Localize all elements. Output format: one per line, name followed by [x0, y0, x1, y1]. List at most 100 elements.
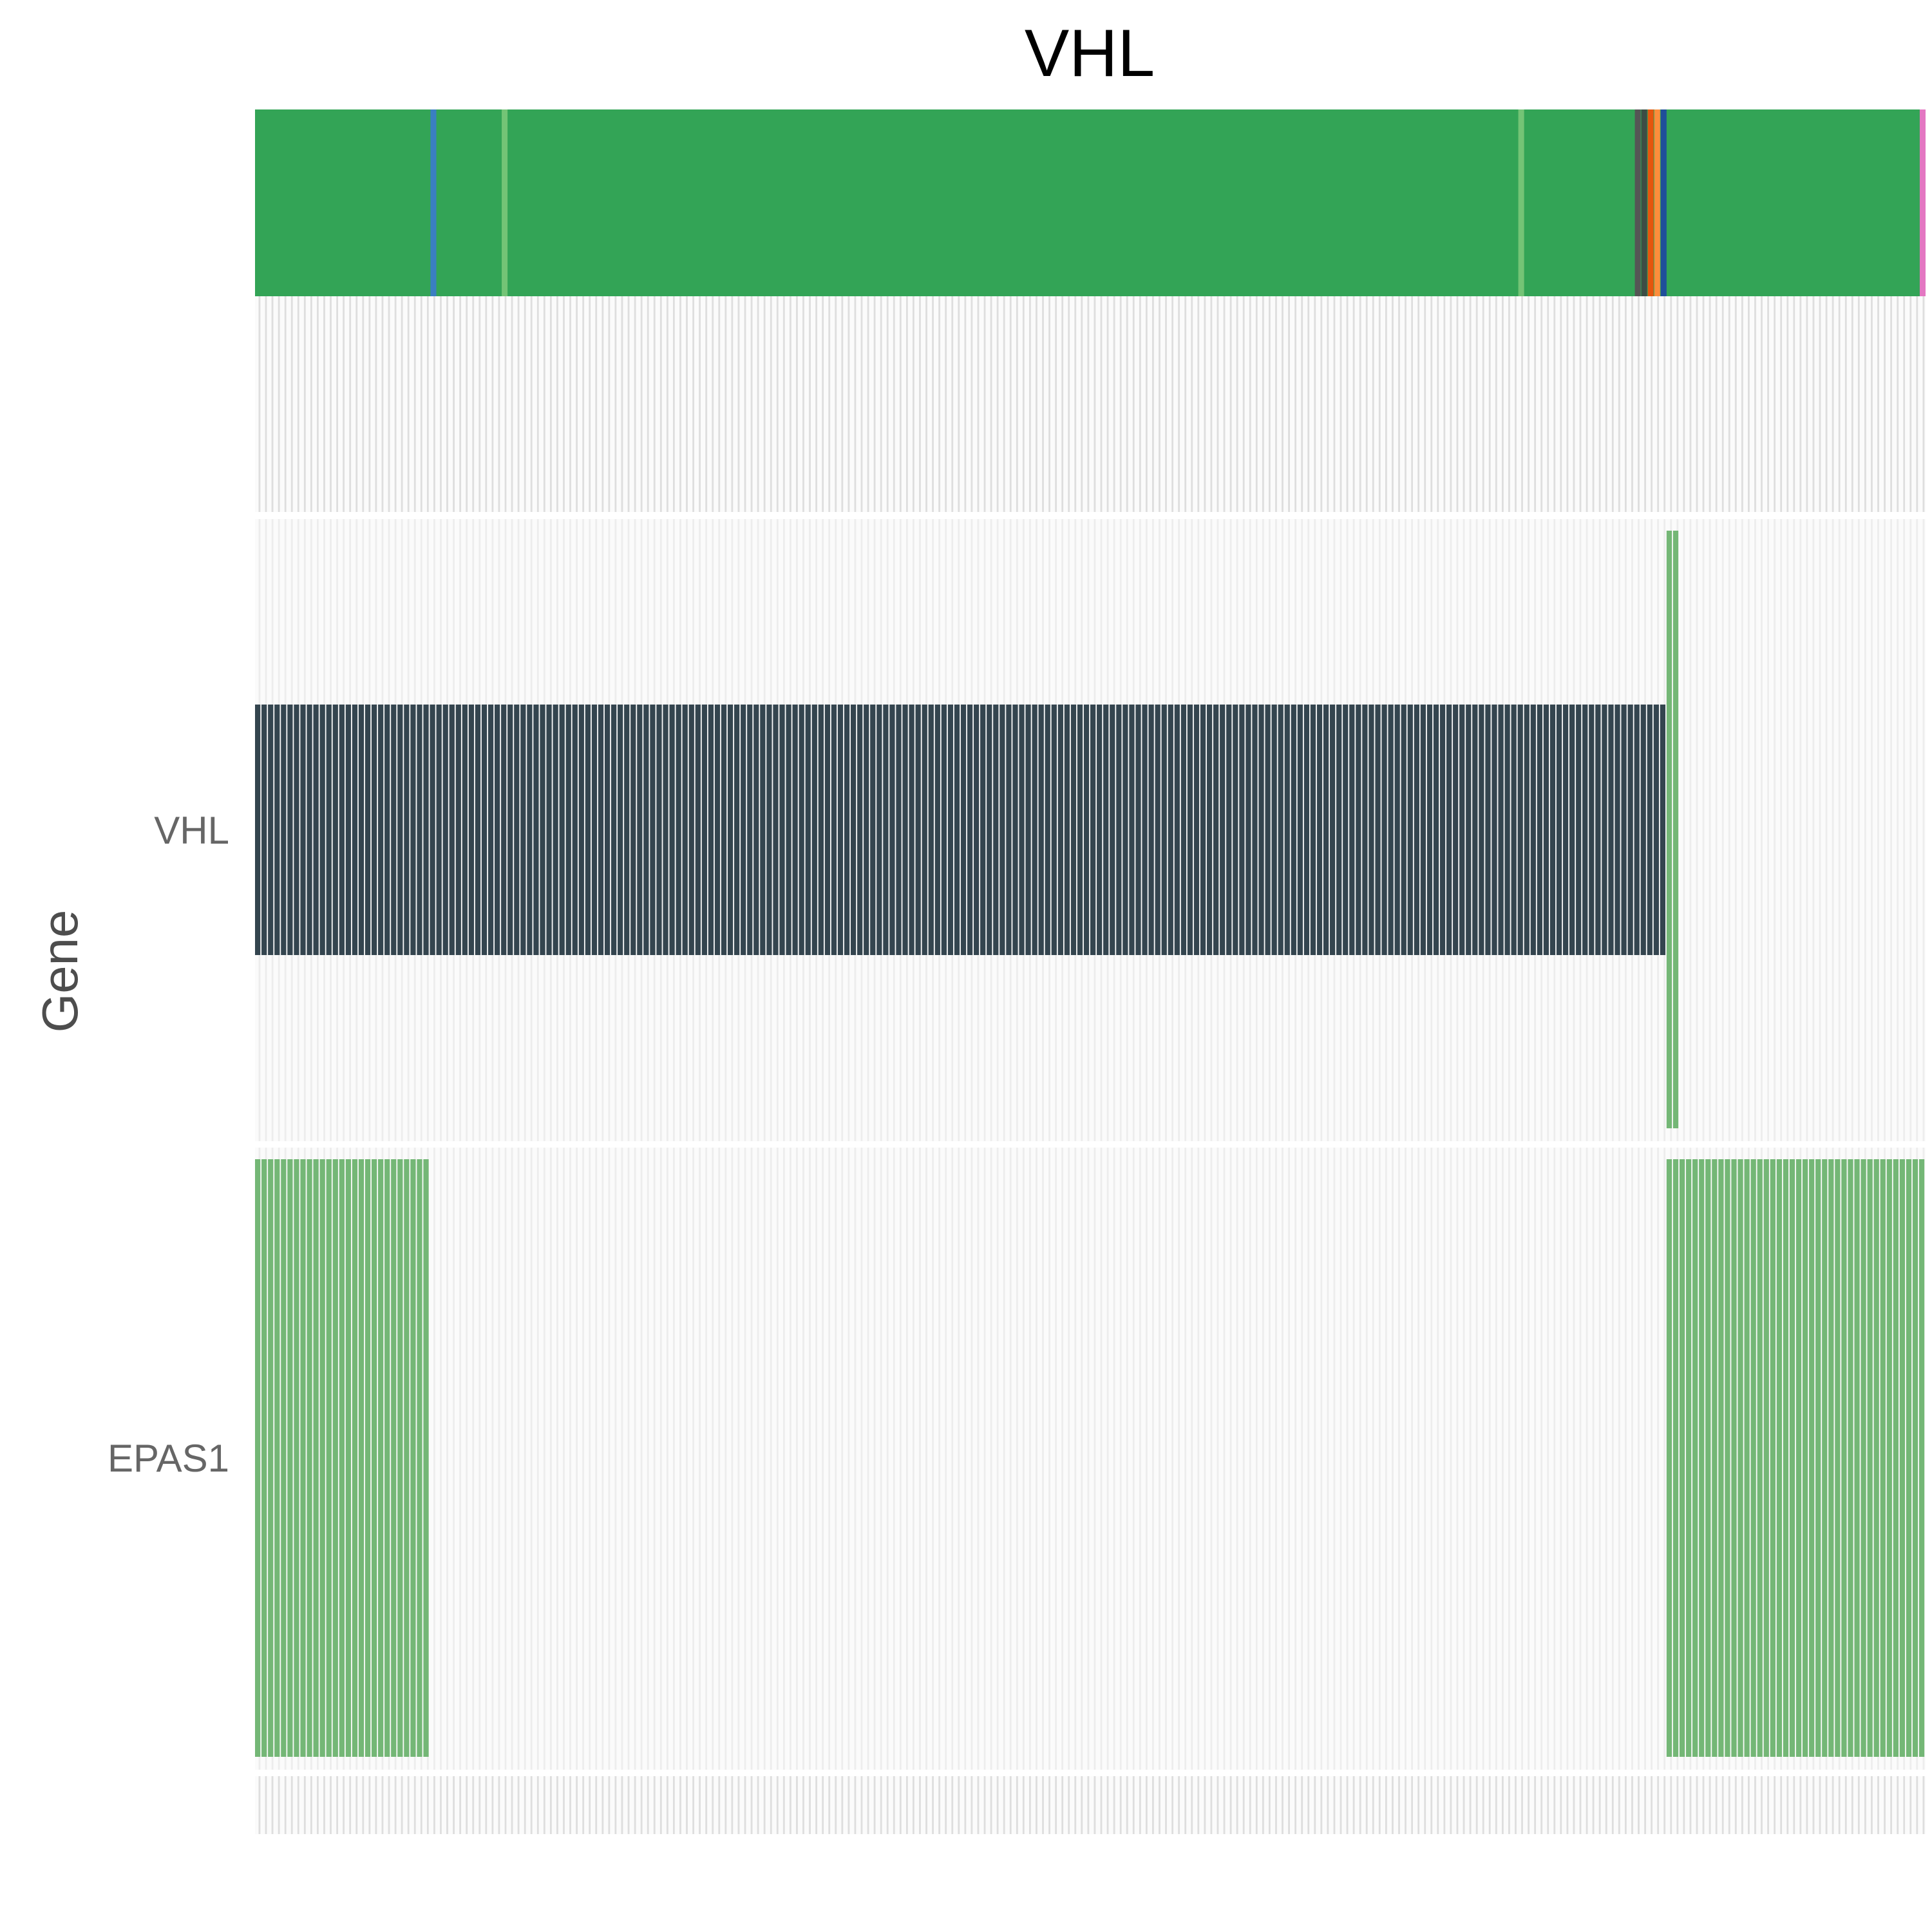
sample-gridline [1113, 296, 1115, 512]
alteration-cell-vhl [591, 705, 598, 955]
sample-gridline [1314, 1148, 1316, 1770]
alteration-cell-vhl [475, 705, 481, 955]
sample-gridline [1793, 1776, 1795, 1834]
alteration-cell-epas1 [300, 1159, 306, 1757]
alteration-cell-vhl [909, 705, 914, 955]
sample-gridline [1734, 519, 1737, 1141]
sample-gridline [1553, 1148, 1556, 1770]
sample-gridline [867, 1148, 869, 1770]
sample-gridline [815, 1148, 818, 1770]
sample-gridline [1223, 296, 1226, 512]
sample-gridline [699, 1776, 701, 1834]
sample-gridline [1676, 1776, 1679, 1834]
alteration-cell-epas1 [1861, 1159, 1866, 1757]
grid-band-bottom [255, 1776, 1926, 1834]
sample-gridline [1204, 296, 1206, 512]
sample-gridline [1003, 296, 1005, 512]
sample-gridline [1786, 296, 1789, 512]
sample-gridline [983, 1776, 986, 1834]
sample-gridline [802, 1776, 804, 1834]
sample-gridline [498, 1148, 500, 1770]
sample-gridline [1288, 1148, 1290, 1770]
sample-gridline [828, 1776, 831, 1834]
alteration-cell-vhl [960, 705, 967, 955]
sample-gridline [290, 296, 293, 512]
alteration-cell-vhl [1129, 705, 1135, 955]
sample-gridline [504, 296, 507, 512]
sample-gridline [336, 296, 338, 512]
sample-gridline [905, 296, 908, 512]
sample-gridline [1696, 1776, 1698, 1834]
sample-gridline [1055, 1776, 1057, 1834]
sample-gridline [1036, 1148, 1037, 1770]
sample-gridline [1437, 1776, 1439, 1834]
sample-gridline [1897, 519, 1899, 1141]
sample-gridline [673, 1776, 675, 1834]
sample-gridline [1916, 1776, 1918, 1834]
alteration-cell-vhl [1110, 705, 1115, 955]
sample-gridline [750, 1776, 753, 1834]
sample-gridline [1074, 1148, 1077, 1770]
sample-gridline [284, 296, 287, 512]
sample-gridline [1721, 519, 1724, 1141]
sample-gridline [1042, 1776, 1044, 1834]
sample-gridline [1028, 1148, 1031, 1770]
alteration-cell-vhl [811, 705, 817, 955]
alteration-cell-epas1 [1692, 1159, 1698, 1757]
alteration-cell-vhl [371, 705, 377, 955]
sample-gridline [1754, 1776, 1756, 1834]
alteration-cell-vhl [708, 705, 714, 955]
sample-gridline [563, 1148, 565, 1770]
sample-gridline [1411, 296, 1414, 512]
alteration-cell-vhl [1420, 705, 1426, 955]
sample-gridline [349, 296, 352, 512]
sample-gridline [860, 1776, 863, 1834]
sample-gridline [1378, 296, 1381, 512]
sample-gridline [1074, 1776, 1077, 1834]
sample-gridline [1405, 1148, 1406, 1770]
alteration-cell-vhl [604, 705, 611, 955]
sample-gridline [549, 296, 552, 512]
sample-gridline [362, 296, 365, 512]
sample-gridline [1884, 1776, 1886, 1834]
sample-gridline [504, 1148, 507, 1770]
sample-gridline [1184, 1148, 1187, 1770]
sample-gridline [1340, 296, 1342, 512]
sample-gridline [478, 1776, 481, 1834]
sample-gridline [1651, 1776, 1653, 1834]
sample-gridline [1851, 519, 1853, 1141]
alteration-cell-vhl [1032, 705, 1037, 955]
alteration-cell-vhl [481, 705, 488, 955]
alteration-cell-vhl [449, 705, 455, 955]
sample-gridline [1152, 1148, 1154, 1770]
sample-gridline [1009, 1148, 1012, 1770]
alteration-cell-epas1 [1893, 1159, 1899, 1757]
sample-gridline [1709, 1776, 1711, 1834]
sample-gridline [1806, 1776, 1808, 1834]
sample-gridline [1171, 296, 1173, 512]
sample-gridline [614, 1776, 617, 1834]
sample-gridline [1152, 1776, 1154, 1834]
sample-gridline [1340, 1148, 1342, 1770]
sample-gridline [1774, 1776, 1776, 1834]
sample-gridline [466, 296, 468, 512]
sample-gridline [679, 1776, 681, 1834]
sample-gridline [1359, 296, 1361, 512]
sample-gridline [1579, 296, 1582, 512]
sample-gridline [323, 1776, 325, 1834]
sample-gridline [1566, 1148, 1569, 1770]
sample-gridline [1223, 1148, 1226, 1770]
sample-gridline [1721, 296, 1724, 512]
sample-gridline [1411, 1148, 1414, 1770]
sample-gridline [453, 1776, 455, 1834]
alteration-cell-vhl [501, 705, 507, 955]
sample-gridline [1469, 1776, 1472, 1834]
sample-gridline [511, 296, 513, 512]
sample-gridline [1314, 296, 1316, 512]
sample-gridline [420, 296, 422, 512]
alteration-cell-vhl [1621, 705, 1627, 955]
alteration-cell-vhl [663, 705, 668, 955]
sample-gridline [873, 296, 876, 512]
sample-gridline [744, 1776, 746, 1834]
sample-gridline [1832, 1776, 1834, 1834]
